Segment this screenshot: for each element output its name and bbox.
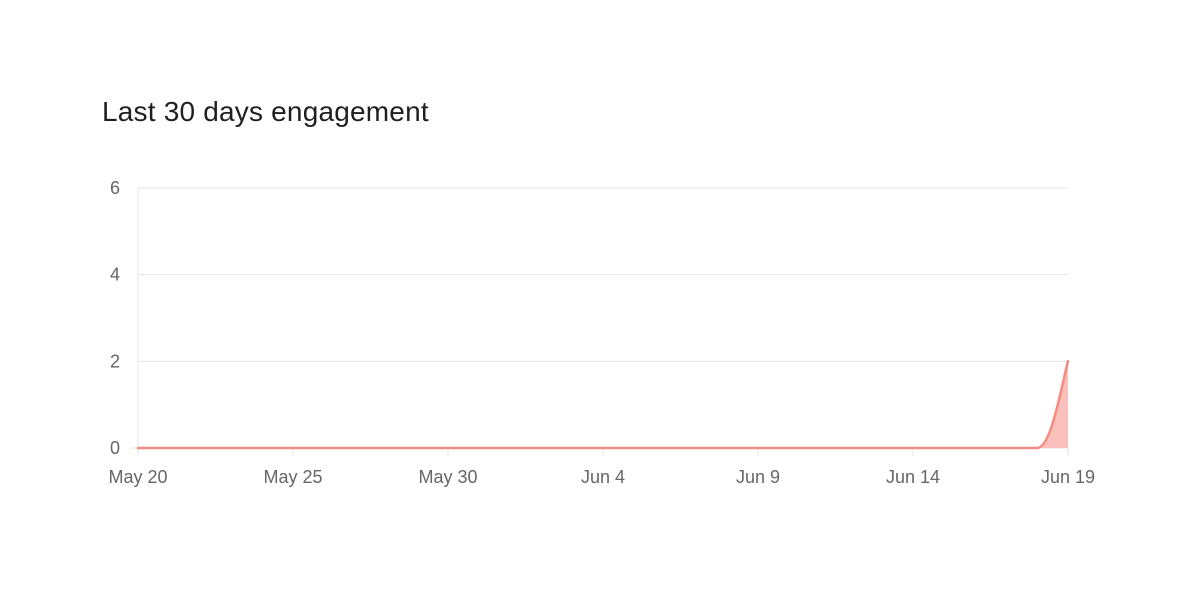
series-area xyxy=(136,360,1070,450)
x-tick-labels: May 20 May 25 May 30 Jun 4 Jun 9 Jun 14 Jun 19 xyxy=(108,467,1095,487)
x-tick-label: Jun 9 xyxy=(736,467,780,487)
chart-title: Last 30 days engagement xyxy=(102,96,429,127)
x-tick-label: May 25 xyxy=(263,467,322,487)
y-tick-label: 6 xyxy=(110,178,120,198)
y-tick-label: 0 xyxy=(110,438,120,458)
x-tick-label: Jun 4 xyxy=(581,467,625,487)
y-tick-label: 2 xyxy=(110,351,120,371)
x-tick-label: Jun 19 xyxy=(1041,467,1095,487)
series-0-area xyxy=(138,361,1068,448)
y-tick-labels: 0 2 4 6 xyxy=(110,178,120,458)
series-0-line xyxy=(136,360,1070,450)
x-tick-label: Jun 14 xyxy=(886,467,940,487)
grid-lines xyxy=(138,187,1068,362)
x-tick-label: May 20 xyxy=(108,467,167,487)
y-tick-label: 4 xyxy=(110,265,120,285)
axes xyxy=(130,188,1069,456)
x-tick-label: May 30 xyxy=(418,467,477,487)
